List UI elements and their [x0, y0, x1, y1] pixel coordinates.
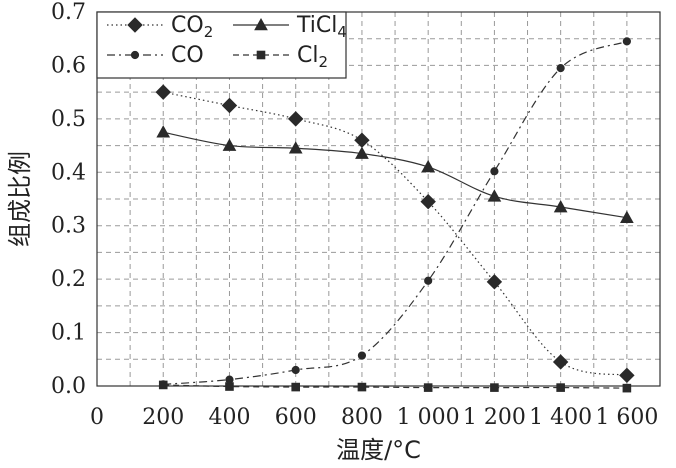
data-point-cl2: [490, 383, 499, 392]
data-point-co2: [420, 193, 436, 210]
data-point-ticl4: [620, 210, 634, 223]
data-point-co2: [155, 84, 171, 100]
data-point-cl2: [423, 383, 433, 392]
series-co: [159, 37, 631, 389]
x-tick-label: 1 400: [529, 405, 592, 430]
x-tick-label: 400: [208, 405, 250, 430]
data-point-ticl4: [156, 125, 171, 138]
legend-item-co: CO: [107, 43, 204, 68]
x-tick-label: 0: [90, 405, 104, 430]
data-point-co: [225, 375, 234, 384]
data-point-co2: [619, 367, 635, 384]
x-tick-label: 1 600: [595, 405, 658, 430]
legend-item-co2: CO2: [107, 13, 213, 41]
data-point-co2: [552, 354, 569, 370]
series-line-co2: [163, 91, 628, 376]
legend-label-co2: CO2: [171, 13, 213, 41]
y-tick-label: 0.3: [51, 214, 86, 239]
data-point-cl2: [357, 382, 367, 392]
data-point-co2: [486, 274, 503, 290]
legend-label-co: CO: [171, 43, 204, 68]
plot-frame: [96, 11, 661, 387]
y-tick-label: 0.2: [51, 267, 86, 292]
data-point-cl2: [556, 383, 565, 392]
y-tick-label: 0.1: [51, 321, 86, 346]
data-point-ticl4: [222, 138, 237, 151]
series-ticl4: [156, 125, 634, 223]
x-tick-label: 1 000: [397, 405, 460, 430]
series-line-cl2: [163, 384, 627, 389]
legend-label-cl2: Cl2: [297, 43, 328, 71]
data-point-ticl4: [355, 146, 369, 159]
data-point-co: [357, 351, 367, 360]
y-tick-label: 0.5: [51, 107, 86, 132]
legend-item-ticl4: TiCl4: [233, 13, 347, 41]
data-point-co2: [287, 111, 304, 127]
legend-item-cl2: Cl2: [233, 43, 328, 71]
data-point-cl2: [158, 380, 168, 390]
y-tick-label: 0.7: [51, 0, 86, 25]
series-layer: [155, 37, 635, 393]
legend-marker-co: [130, 50, 140, 60]
data-point-co: [424, 276, 433, 285]
data-point-cl2: [225, 382, 234, 391]
data-point-cl2: [291, 382, 301, 392]
data-point-co: [622, 37, 631, 46]
x-tick-label: 800: [341, 405, 383, 430]
y-tick-label: 0.4: [51, 160, 86, 185]
data-point-co2: [354, 132, 370, 148]
series-line-ticl4: [163, 131, 627, 219]
y-axis-title: 组成比例: [6, 151, 34, 247]
legend-marker-co2: [127, 17, 143, 33]
x-axis-title: 温度/°C: [336, 436, 421, 464]
legend-label-ticl4: TiCl4: [296, 13, 347, 41]
data-point-ticl4: [487, 189, 502, 202]
y-tick-label: 0.6: [51, 53, 86, 78]
y-tick-label: 0.0: [51, 374, 86, 399]
x-tick-label: 600: [275, 405, 317, 430]
data-point-cl2: [622, 383, 632, 393]
x-tick-label: 200: [142, 405, 184, 430]
data-point-co: [490, 167, 499, 176]
series-co2: [155, 84, 635, 384]
data-point-ticl4: [421, 159, 436, 173]
tick-labels: 0 200 400 600 800 1 000 1 200 1 400 1 600 0.0 0.1 0…: [51, 0, 658, 430]
legend: CO2 TiCl4 CO Cl2: [96, 11, 347, 79]
legend-marker-ticl4: [254, 17, 268, 31]
series-cl2: [158, 380, 632, 393]
data-point-co: [291, 365, 300, 375]
legend-marker-cl2: [256, 50, 266, 60]
data-point-co2: [221, 97, 238, 114]
data-point-ticl4: [288, 141, 303, 154]
x-tick-label: 1 200: [463, 405, 526, 430]
data-point-ticl4: [553, 199, 568, 213]
series-line-co: [163, 40, 628, 385]
data-point-co: [556, 64, 565, 73]
